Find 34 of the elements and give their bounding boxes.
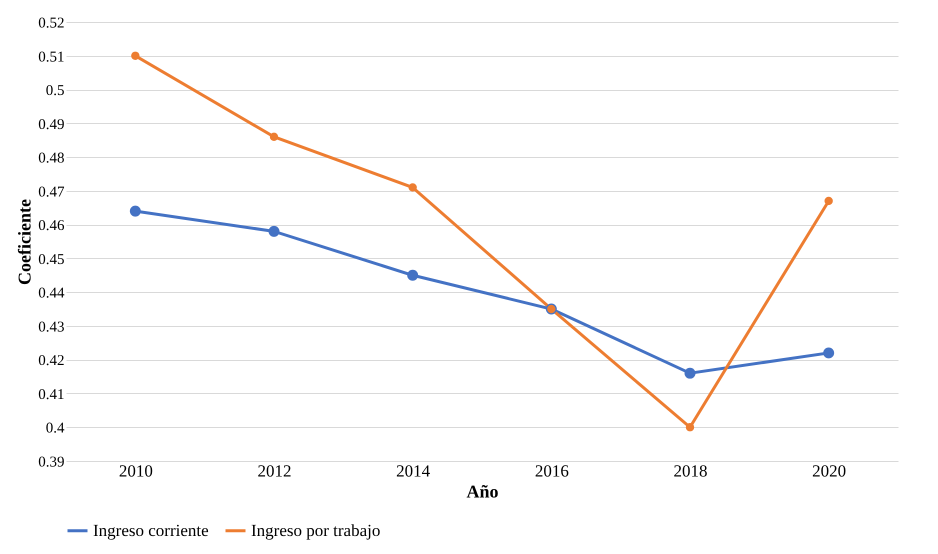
point (407, 270, 418, 281)
x-tick-label: 2010 (118, 462, 153, 480)
x-tick-label: 2018 (674, 462, 708, 480)
y-tick-label: 0.41 (38, 386, 64, 403)
y-tick-label: 0.47 (38, 184, 65, 200)
x-tick-label: 2012 (258, 462, 292, 480)
legend-label: Ingreso corriente (93, 520, 209, 540)
x-axis-title: Año (466, 482, 499, 502)
y-tick-label: 0.42 (38, 353, 64, 370)
y-tick-label: 0.46 (38, 218, 65, 234)
y-tick-label: 0.48 (38, 150, 64, 167)
point (686, 423, 694, 432)
y-tick-label: 0.52 (38, 16, 64, 32)
x-tick-label: 2016 (534, 462, 569, 480)
point (824, 196, 833, 206)
x-tick-label: 2014 (396, 462, 431, 480)
y-tick-label: 0.5 (46, 83, 64, 100)
point (408, 183, 417, 192)
y-tick-label: 0.51 (38, 49, 64, 66)
y-tick-label: 0.4 (46, 420, 65, 437)
y-tick-label: 0.39 (38, 454, 64, 470)
point (684, 368, 696, 379)
point (270, 132, 278, 141)
point (823, 347, 834, 358)
y-axis-title: Coeficiente (14, 199, 34, 285)
point (130, 206, 141, 217)
legend-label: Ingreso por trabajo (251, 520, 380, 540)
y-tick-label: 0.43 (38, 319, 64, 336)
y-tick-label: 0.44 (38, 286, 65, 302)
y-tick-label: 0.49 (38, 116, 64, 133)
point (131, 52, 140, 60)
point (268, 226, 280, 237)
y-tick-label: 0.45 (38, 252, 64, 268)
x-tick-label: 2020 (812, 462, 846, 480)
